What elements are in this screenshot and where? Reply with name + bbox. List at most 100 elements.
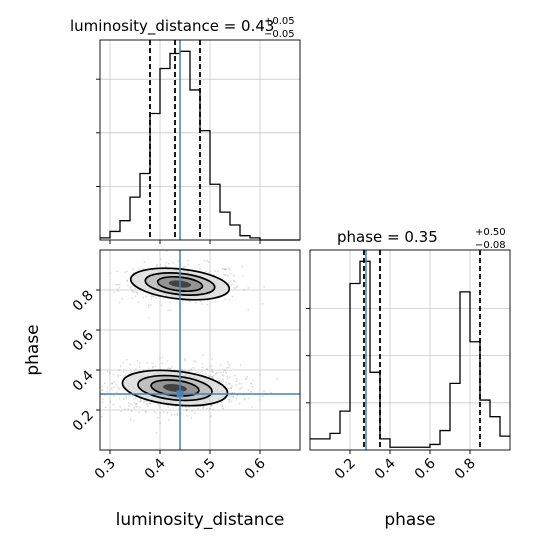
sample-point [139,400,142,403]
sample-point [137,301,140,303]
sample-point [223,368,226,371]
sample-point [214,373,217,375]
sample-point [201,363,204,365]
sample-point [210,368,213,371]
sample-point [238,382,241,385]
sample-point [190,416,193,419]
sample-point [176,414,179,417]
sample-point [159,263,162,266]
sample-point [232,396,235,399]
sample-point [161,362,163,365]
sample-point [130,285,132,288]
sample-point [226,361,229,364]
sample-point [129,286,132,289]
sample-point [169,309,172,312]
sample-point [135,403,138,405]
sample-point [181,369,184,371]
sample-point [101,385,104,388]
sample-point [190,368,193,371]
sample-point [218,379,221,382]
sample-point [236,394,239,397]
sample-point [122,397,125,399]
sample-point [225,381,227,384]
sample-point [122,361,125,364]
sample-point [104,406,107,409]
sample-point [232,395,235,397]
sample-point [211,370,213,373]
sample-point [173,413,176,416]
sample-point [130,403,133,406]
sample-point [228,398,231,401]
sample-point [187,406,190,409]
sample-point [205,368,208,371]
sample-point [230,386,233,389]
sample-point [139,398,142,400]
sample-point [115,383,117,386]
sample-point [177,260,180,263]
sample-point [210,404,213,407]
sample-point [191,409,193,412]
sample-point [235,286,238,289]
sample-point [243,288,246,291]
sample-point [145,295,148,298]
luminosity-distance-histogram-steps [100,50,300,241]
sample-point [109,272,112,275]
phase-x-tick-label: 0.4 [372,455,399,482]
sample-point [94,388,96,390]
luminosity-distance-histogram-panel: luminosity_distance = 0.43 +0.05 −0.05 [70,16,301,244]
sample-point [52,385,54,387]
sample-point [232,279,235,282]
sample-point [229,272,232,275]
sample-point [194,360,197,363]
sample-point [154,365,157,368]
sample-point [118,397,121,400]
sample-point [187,263,190,266]
sample-point [134,368,137,370]
sample-point [207,374,210,377]
sample-point [217,377,219,380]
sample-point [222,267,224,270]
sample-point [147,367,150,370]
sample-point [270,391,272,394]
sample-point [233,287,236,289]
sample-point [143,368,145,371]
sample-point [135,405,137,408]
phase-histogram-ticks: 0.2 0.4 0.6 0.8 [306,308,479,483]
sample-point [250,390,252,393]
sample-point [106,370,109,373]
sample-point [148,402,151,404]
sample-point [136,291,139,294]
luminosity-distance-histogram-frame [99,39,301,241]
sample-point [230,400,233,403]
sample-point [168,301,171,304]
phase-histogram-steps [310,260,510,448]
sample-point [206,303,209,306]
sample-point [101,401,104,404]
phase-y-tick-label: 0.4 [70,367,97,394]
contour-line [129,267,231,301]
sample-point [216,402,219,405]
sample-point [181,369,184,372]
sample-point [201,407,204,410]
sample-point [155,297,157,299]
sample-point [232,274,235,277]
sample-point [228,401,231,404]
phase-histogram-frame [309,249,511,451]
sample-point [143,401,145,403]
sample-point [171,366,173,368]
sample-point [206,368,209,371]
sample-point [240,383,243,385]
sample-point [228,281,231,284]
sample-point [130,370,133,373]
sample-point [207,261,210,263]
sample-point [251,406,254,408]
sample-point [101,389,103,392]
sample-point [133,397,135,400]
sample-point [261,303,264,305]
sample-point [210,365,213,368]
sample-point [188,370,190,372]
sample-point [160,304,163,307]
sample-point [157,403,159,405]
sample-point [185,409,188,411]
sample-point [170,413,173,416]
